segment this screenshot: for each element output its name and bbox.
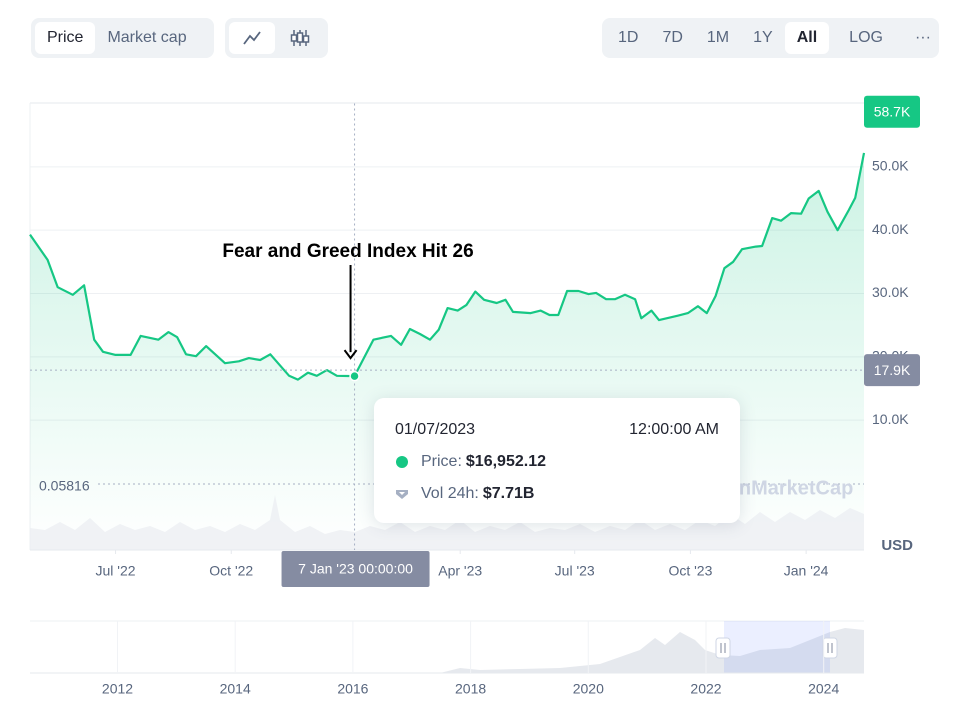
chart-type-toggle: [225, 18, 328, 58]
current-price-badge-label: 58.7K: [874, 103, 911, 119]
range-button[interactable]: 1D: [618, 29, 639, 46]
tooltip-price: $16,952.12: [465, 453, 546, 470]
nav-tick-label: 2012: [102, 681, 133, 697]
range-button[interactable]: 1M: [706, 29, 730, 46]
price-dot: [396, 456, 408, 468]
y-tick-label: 40.0K: [872, 221, 909, 237]
volume-scale-label: 0.05816: [39, 478, 90, 494]
x-tick-label: Apr '23: [438, 563, 482, 579]
range-button[interactable]: 1Y: [753, 29, 773, 46]
x-tick-label: Jan '24: [784, 563, 829, 579]
nav-handle[interactable]: [822, 637, 838, 659]
hover-price-badge: [864, 354, 920, 387]
price-line: [29, 152, 866, 381]
tooltip-time: 12:00:00 AM: [629, 421, 719, 438]
nav-handle-grip: [720, 643, 833, 653]
volume-icon: [396, 490, 408, 499]
range-button[interactable]: 7D: [662, 29, 683, 46]
y-tick-label: 10.0K: [872, 411, 909, 427]
watermark: CoinMarketCap: [707, 477, 854, 499]
more-button[interactable]: ···: [914, 29, 931, 46]
line-chart-button[interactable]: [229, 22, 275, 54]
hover-price-badge-label: 17.9K: [874, 362, 911, 378]
tooltip-volume-label: Vol 24h:: [421, 485, 479, 502]
nav-tick-label: 2018: [455, 681, 486, 697]
annotation: Fear and Greed Index Hit 26: [222, 241, 473, 262]
log-button[interactable]: LOG: [849, 29, 883, 46]
nav-tick-label: 2020: [573, 681, 604, 697]
x-tick-label: Oct '22: [209, 563, 253, 579]
nav-tick-label: 2014: [220, 681, 251, 697]
metric-button[interactable]: Price: [35, 22, 96, 54]
candle-icon: [290, 30, 310, 46]
y-unit: USD: [881, 537, 913, 554]
annotation-arrowhead: [343, 349, 358, 360]
nav-area: [30, 628, 864, 673]
nav-tick-label: 2022: [690, 681, 721, 697]
range-toggle: 1D 7D 1M 1Y All LOG ···: [602, 18, 939, 58]
y-tick-label: 30.0K: [872, 284, 909, 300]
range-button[interactable]: All: [784, 22, 830, 54]
tooltip-volume: $7.71B: [482, 485, 535, 502]
line-icon: [243, 31, 261, 45]
nav-handle[interactable]: [715, 637, 731, 659]
x-tick-label: Jul '23: [555, 563, 595, 579]
nav-selection[interactable]: [724, 621, 830, 673]
candle-chart-button[interactable]: [275, 22, 325, 54]
tooltip-date: 01/07/2023: [395, 421, 476, 438]
tooltip-price-label: Price:: [421, 453, 462, 470]
metric-toggle: Price Market cap: [31, 18, 214, 58]
y-tick-label: 50.0K: [872, 158, 909, 174]
nav-tick-label: 2024: [808, 681, 839, 697]
metric-button[interactable]: Market cap: [107, 29, 187, 46]
tooltip: 01/07/2023 12:00:00 AM Price: $16,952.12 V…: [374, 398, 740, 523]
current-price-badge: [864, 95, 920, 128]
crosshair-x-label: 7 Jan '23 00:00:00: [298, 561, 413, 577]
x-tick-label: Jul '22: [96, 563, 136, 579]
x-tick-label: Oct '23: [668, 563, 712, 579]
hover-point: [349, 370, 360, 382]
nav-tick-label: 2016: [337, 681, 368, 697]
volume-area: [30, 495, 864, 550]
crosshair-x-badge: [281, 551, 430, 587]
